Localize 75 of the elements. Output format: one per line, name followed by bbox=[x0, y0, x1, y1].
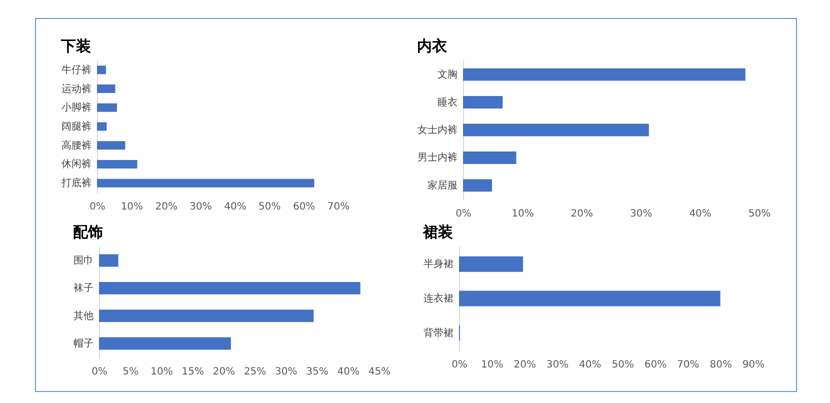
x-tick-label: 20% bbox=[212, 366, 236, 378]
chart-title: 配饰 bbox=[73, 223, 103, 241]
y-tick-label: 围巾 bbox=[74, 254, 94, 267]
x-tick-label: 90% bbox=[742, 360, 765, 370]
x-tick-label: 0% bbox=[90, 202, 106, 212]
bar bbox=[97, 84, 116, 94]
y-tick-label: 文胸 bbox=[438, 68, 458, 81]
y-tick-label: 运动裤 bbox=[62, 82, 92, 95]
x-tick-label: 70% bbox=[327, 202, 350, 212]
x-tick-label: 5% bbox=[122, 366, 139, 378]
bar bbox=[463, 96, 503, 109]
bar bbox=[99, 282, 360, 294]
bar bbox=[463, 68, 746, 81]
x-tick-label: 15% bbox=[182, 366, 204, 378]
y-tick-label: 打底裤 bbox=[60, 177, 92, 190]
x-tick-label: 25% bbox=[244, 366, 266, 378]
bar bbox=[459, 256, 524, 272]
x-tick-label: 40% bbox=[337, 366, 360, 378]
y-tick-label: 背带裙 bbox=[424, 326, 454, 339]
bar bbox=[99, 254, 118, 267]
x-tick-label: 50% bbox=[612, 360, 634, 370]
x-tick-label: 20% bbox=[514, 360, 536, 370]
x-tick-label: 40% bbox=[689, 208, 712, 220]
bar bbox=[97, 122, 107, 131]
x-tick-label: 10% bbox=[120, 202, 144, 212]
chart-title: 下装 bbox=[60, 37, 91, 55]
x-tick-label: 40% bbox=[579, 360, 602, 370]
y-tick-label: 阔腿裤 bbox=[62, 120, 92, 132]
bar bbox=[463, 151, 516, 164]
y-tick-label: 其他 bbox=[74, 310, 94, 322]
y-tick-label: 高腰裤 bbox=[62, 139, 92, 152]
y-tick-label: 连衣裙 bbox=[424, 292, 454, 304]
y-tick-label: 女士内裤 bbox=[418, 124, 458, 136]
bar bbox=[463, 179, 492, 192]
chart-title: 裙装 bbox=[422, 223, 453, 241]
bar bbox=[97, 103, 117, 112]
x-tick-label: 60% bbox=[292, 202, 316, 212]
x-tick-label: 35% bbox=[306, 366, 328, 378]
x-tick-label: 10% bbox=[512, 208, 534, 220]
x-tick-label: 60% bbox=[644, 360, 667, 370]
y-tick-label: 家居服 bbox=[428, 179, 458, 192]
y-tick-label: 帽子 bbox=[74, 337, 94, 350]
bar bbox=[97, 66, 106, 74]
x-tick-label: 50% bbox=[258, 202, 281, 212]
x-tick-label: 10% bbox=[481, 360, 504, 370]
x-tick-label: 50% bbox=[748, 208, 771, 220]
x-tick-label: 30% bbox=[190, 202, 212, 212]
y-tick-label: 袜子 bbox=[74, 282, 94, 294]
y-tick-label: 小脚裤 bbox=[62, 102, 92, 114]
bar bbox=[99, 310, 314, 322]
y-tick-label: 男士内裤 bbox=[418, 152, 458, 164]
x-tick-label: 20% bbox=[155, 202, 178, 212]
bar bbox=[97, 160, 138, 168]
bar bbox=[99, 337, 231, 350]
x-tick-label: 40% bbox=[224, 202, 246, 212]
x-tick-label: 30% bbox=[630, 208, 652, 220]
y-tick-label: 睡衣 bbox=[438, 96, 458, 108]
chart-title: 内衣 bbox=[417, 37, 448, 55]
bar bbox=[97, 141, 126, 150]
x-tick-label: 30% bbox=[275, 366, 298, 378]
x-tick-label: 0% bbox=[456, 208, 472, 220]
x-tick-label: 20% bbox=[570, 208, 594, 220]
x-tick-label: 30% bbox=[546, 360, 569, 370]
x-tick-label: 0% bbox=[92, 366, 108, 378]
y-tick-label: 半身裙 bbox=[424, 258, 454, 270]
x-tick-label: 45% bbox=[368, 366, 391, 378]
y-tick-label: 休闲裤 bbox=[62, 158, 92, 170]
bar bbox=[459, 290, 720, 306]
x-tick-label: 70% bbox=[677, 360, 700, 370]
y-tick-label: 牛仔裤 bbox=[62, 64, 92, 76]
x-tick-label: 0% bbox=[452, 360, 468, 370]
bar bbox=[97, 178, 314, 188]
bar bbox=[463, 124, 649, 136]
x-tick-label: 10% bbox=[150, 366, 173, 378]
x-tick-label: 80% bbox=[710, 360, 732, 370]
